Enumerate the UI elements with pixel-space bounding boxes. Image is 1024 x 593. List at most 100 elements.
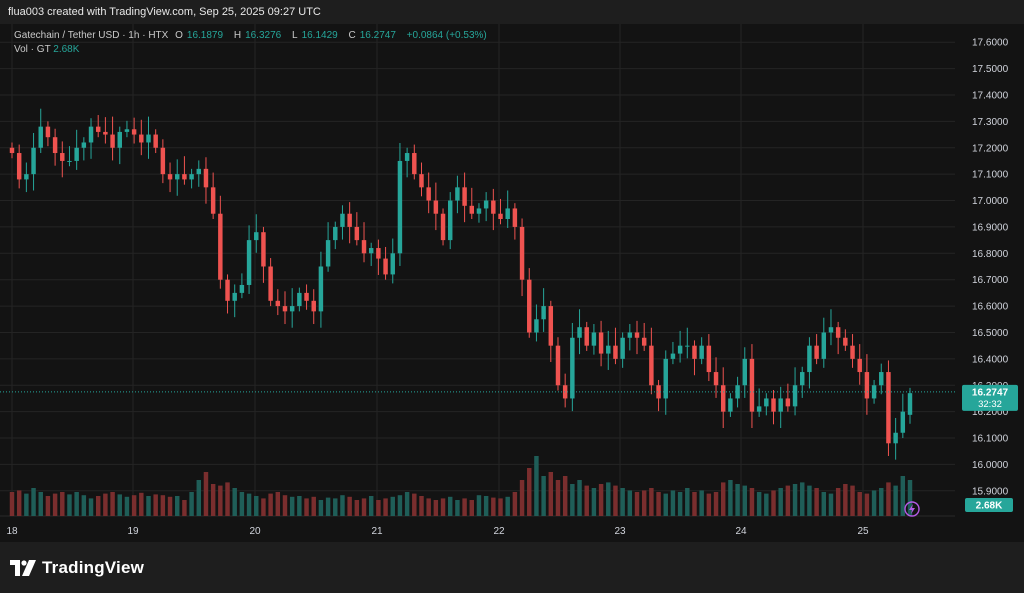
candle-body [246,240,252,285]
chart-area[interactable] [0,24,1024,542]
volume-bar [160,495,166,516]
candle-body [117,131,122,148]
candle-body [297,292,302,307]
candle-body [627,332,633,338]
lightning-icon-bolt [909,504,915,514]
candles [9,108,920,517]
volume-bar [555,480,561,516]
candle-body [742,358,747,386]
candle-body [254,232,259,241]
volume-bar [412,493,417,516]
volume-bar [390,496,395,516]
volume-bar [24,493,29,516]
volume-bar [81,495,87,516]
candle-body [519,226,525,280]
volume-bar [60,492,65,516]
volume-bar [203,472,209,516]
candle-body [182,174,187,180]
volume-bar [792,484,798,516]
volume-bar [620,488,625,516]
volume-bar [433,500,439,516]
volume-bar [383,498,388,516]
candle-body [677,345,683,354]
volume-bar [864,493,870,516]
volume-bar [16,490,22,516]
volume-bar [117,494,122,516]
tradingview-logo-icon [10,560,36,576]
candle-body [160,147,166,175]
candle-body [419,174,424,188]
price-tick-label: 16.7000 [972,275,1009,286]
low-label: L [292,30,298,41]
volume-bar [562,476,568,516]
volume-bar [577,480,582,516]
price-tick-label: 17.0000 [972,196,1009,207]
candle-body [900,411,906,433]
volume-bar [627,490,633,516]
volume-bar [677,492,683,516]
volume-bar [189,492,194,516]
candle-body [706,345,712,373]
candle-body [218,213,223,280]
candle-body [447,200,453,241]
volume-bar [570,484,575,516]
candle-body [886,372,891,444]
volume-bar [749,488,755,516]
price-tick-label: 16.8000 [972,249,1009,260]
candle-body [699,345,704,359]
volume-bar [512,492,518,516]
volume-bar [893,485,898,516]
candle-body [735,385,740,399]
time-tick-label: 23 [614,526,626,537]
last-price-badge [962,384,1018,411]
volume-bar [685,488,690,516]
candle-body [383,258,388,275]
volume-bar [886,482,891,516]
candle-body [685,345,690,347]
volume-bar [67,494,72,516]
candle-body [67,160,72,162]
volume-bar [74,492,79,516]
price-tick-label: 17.2000 [972,143,1009,154]
candle-body [785,398,791,407]
candle-body [505,208,510,219]
candle-body [807,345,812,373]
volume-bar [692,492,697,516]
candle-body [103,131,108,135]
candle-body [606,345,611,354]
candlestick-chart[interactable]: 15.900016.000016.100016.200016.300016.40… [0,24,1024,542]
candle-body [634,332,640,338]
volume-bar [634,492,640,516]
volume-value: 2.68K [53,44,80,55]
candle-body [146,134,151,143]
volume-bar [318,500,324,516]
candle-body [38,126,43,148]
volume-legend: Vol · GT 2.68K [14,44,79,55]
candle-body [347,213,352,227]
candle-body [598,332,604,354]
tradingview-brand: TradingView [42,558,145,577]
candle-body [304,292,309,301]
symbol-name: Gatechain / Tether USD · 1h · HTX [14,30,169,41]
candle-body [641,337,647,346]
candle-body [167,174,173,180]
candle-body [275,300,281,307]
price-tick-label: 16.4000 [972,354,1009,365]
volume-bar [843,484,848,516]
volume-bar [110,492,115,516]
volume-bar [720,482,726,516]
candle-body [857,358,862,373]
candle-body [16,153,22,180]
candle-body [24,174,29,180]
volume-bar [31,488,36,516]
volume-bar [282,495,288,516]
candle-body [203,168,209,188]
candle-body [390,253,395,275]
time-tick-label: 18 [6,526,18,537]
volume-bar [649,488,654,516]
candle-body [469,205,475,214]
volume-bar [225,482,230,516]
volume-bar [52,493,58,516]
tradingview-logo[interactable]: TradingView [10,558,144,578]
candle-body [333,226,338,241]
